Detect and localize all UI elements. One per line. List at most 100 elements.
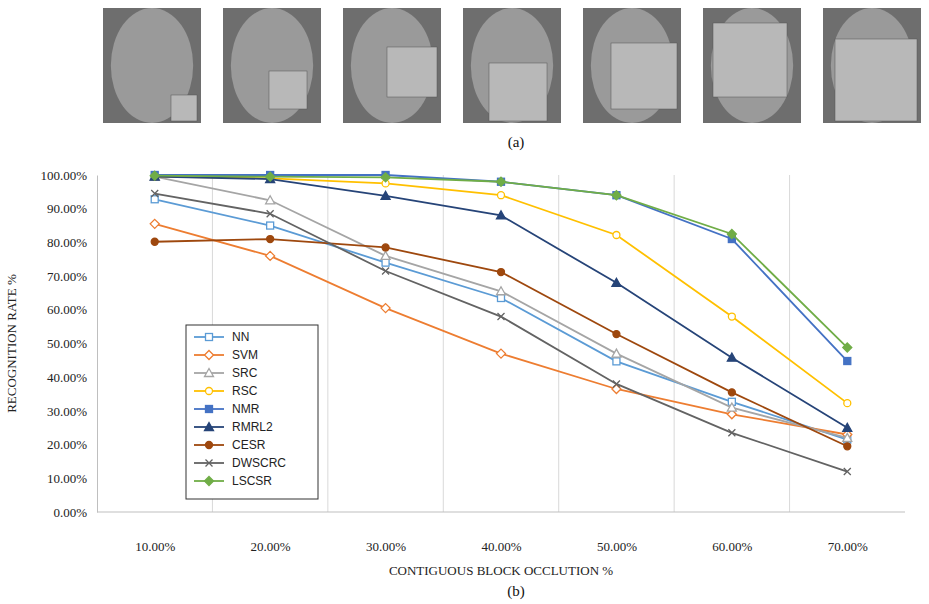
x-tick-label: 40.00%: [481, 539, 521, 554]
y-tick: 0.00%: [53, 505, 97, 520]
point-marker: [613, 331, 620, 338]
point-marker: [843, 433, 852, 441]
y-tick-label: 30.00%: [47, 404, 87, 419]
face-image: [463, 8, 561, 123]
legend-entry: LSCSR: [194, 474, 272, 488]
face: [231, 8, 313, 123]
point-marker: [267, 210, 274, 217]
point-marker: [612, 278, 621, 286]
y-tick-label: 50.00%: [47, 336, 87, 351]
x-tick: 10.00%: [135, 512, 175, 554]
y-tick: 40.00%: [47, 370, 97, 385]
x-tick: 70.00%: [828, 512, 868, 554]
legend-entry: SRC: [194, 366, 258, 380]
point-marker: [151, 190, 158, 197]
y-tick: 70.00%: [47, 269, 97, 284]
x-axis-title: CONTIGUOUS BLOCK OCCLUTION %: [389, 563, 613, 578]
point-marker: [497, 177, 506, 186]
point-marker: [381, 251, 390, 259]
face-image: [583, 8, 681, 123]
point-marker: [612, 191, 621, 200]
x-tick-label: 10.00%: [135, 539, 175, 554]
y-tick: 60.00%: [47, 302, 97, 317]
series-line: [155, 176, 848, 348]
grid-line: [674, 175, 675, 512]
legend: NNSVMSRCRSCNMRRMRL2CESRDWSCRCLSCSR: [186, 325, 318, 499]
x-tick-label: 20.00%: [251, 539, 291, 554]
panel-label: (a): [508, 134, 525, 151]
legend-entry: CESR: [194, 438, 266, 452]
face-images: [103, 8, 921, 123]
legend-entry: NMR: [194, 402, 260, 416]
legend-marker: [205, 477, 214, 486]
point-marker: [498, 269, 505, 276]
face: [711, 8, 793, 123]
legend-label: SVM: [232, 348, 258, 362]
x-tick: 30.00%: [366, 512, 406, 554]
legend-marker: [206, 334, 213, 341]
chart: (a) 0.00% 10.00% 20.00% 30.00% 40.00% 50.00% 60…: [0, 0, 929, 604]
occlusion-block: [387, 47, 437, 97]
x-tick: 60.00%: [712, 512, 752, 554]
x-tick: 40.00%: [481, 512, 521, 554]
legend-label: RSC: [232, 384, 258, 398]
point-marker: [266, 196, 275, 204]
point-marker: [498, 295, 505, 302]
y-tick-label: 40.00%: [47, 370, 87, 385]
point-marker: [843, 343, 852, 352]
x-tick: 50.00%: [597, 512, 637, 554]
y-tick-label: 100.00%: [40, 168, 87, 183]
x-tick: 20.00%: [251, 512, 291, 554]
y-axis: 0.00%10.00%20.00%30.00%40.00%50.00%60.00…: [40, 168, 97, 520]
point-marker: [498, 313, 505, 320]
grid-line: [327, 175, 328, 512]
y-tick: 50.00%: [47, 336, 97, 351]
y-tick: 80.00%: [47, 235, 97, 250]
x-tick-label: 30.00%: [366, 539, 406, 554]
face-background: [583, 8, 681, 123]
face-background: [223, 8, 321, 123]
point-marker: [151, 238, 158, 245]
point-marker: [497, 349, 506, 358]
point-marker: [497, 287, 506, 295]
face-background: [463, 8, 561, 123]
face-image: [223, 8, 321, 123]
y-tick-label: 0.00%: [53, 505, 87, 520]
point-marker: [843, 423, 852, 431]
point-marker: [728, 313, 735, 320]
point-marker: [727, 403, 736, 411]
point-marker: [844, 468, 851, 475]
point-marker: [613, 358, 620, 365]
y-tick-label: 90.00%: [47, 201, 87, 216]
occlusion-block: [611, 43, 677, 109]
legend-entry: RSC: [194, 384, 258, 398]
point-marker: [382, 244, 389, 251]
legend-marker: [205, 423, 214, 431]
point-marker: [150, 219, 159, 228]
occlusion-block: [489, 63, 547, 121]
point-marker: [844, 400, 851, 407]
grid-line: [789, 175, 790, 512]
grid-line: [558, 175, 559, 512]
y-axis-title: RECOGNITION RATE %: [4, 274, 19, 413]
point-marker: [266, 172, 275, 181]
point-marker: [728, 389, 735, 396]
face-image: [103, 8, 201, 123]
face-image: [343, 8, 441, 123]
legend-box: [186, 325, 318, 499]
panel-label: (b): [507, 583, 525, 600]
y-tick-label: 80.00%: [47, 235, 87, 250]
x-tick-label: 70.00%: [828, 539, 868, 554]
face-background: [703, 8, 801, 123]
occlusion-block: [713, 23, 787, 97]
x-tick-label: 50.00%: [597, 539, 637, 554]
legend-label: NMR: [232, 402, 260, 416]
x-tick-label: 60.00%: [712, 539, 752, 554]
y-tick-label: 60.00%: [47, 302, 87, 317]
legend-entry: SVM: [194, 348, 258, 362]
face: [471, 8, 553, 123]
point-marker: [844, 443, 851, 450]
point-marker: [266, 251, 275, 260]
occlusion-block: [835, 39, 917, 121]
point-marker: [267, 236, 274, 243]
